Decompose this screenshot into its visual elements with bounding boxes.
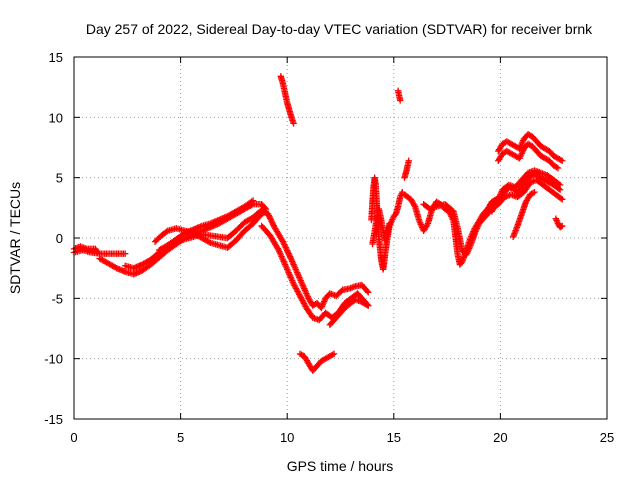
data-point-marker — [163, 242, 170, 250]
y-tick-label: -5 — [51, 291, 63, 306]
data-point-marker — [423, 221, 431, 229]
series-track-4 — [121, 197, 257, 272]
data-point-marker — [553, 164, 560, 171]
data-point-marker — [329, 351, 336, 358]
series-track-14 — [401, 157, 412, 181]
series-track-2 — [70, 243, 101, 256]
series-track-21 — [552, 215, 566, 231]
series-track-8 — [277, 73, 297, 127]
x-tick-label: 10 — [280, 430, 294, 445]
data-point-marker — [554, 164, 562, 172]
data-point-marker — [559, 222, 566, 230]
data-point-marker — [405, 157, 412, 164]
data-point-marker — [531, 188, 538, 196]
series-track-19 — [495, 140, 562, 172]
data-point-marker — [559, 157, 566, 164]
data-point-marker — [363, 287, 371, 295]
data-point-marker — [529, 189, 537, 197]
x-tick-label: 25 — [600, 430, 614, 445]
x-tick-label: 15 — [387, 430, 401, 445]
data-point-marker — [386, 220, 393, 227]
series-track-12 — [369, 205, 393, 248]
data-point-marker — [248, 198, 255, 205]
data-point-marker — [269, 219, 276, 226]
data-point-marker — [290, 120, 297, 127]
data-point-marker — [266, 215, 274, 222]
series-track-18 — [495, 131, 566, 164]
grid-layer — [74, 57, 607, 419]
data-point-marker — [365, 302, 372, 309]
data-point-marker — [249, 197, 257, 204]
y-tick-label: -10 — [44, 352, 63, 367]
y-tick-label: 5 — [56, 171, 63, 186]
series-track-17 — [488, 167, 564, 215]
data-point-marker — [267, 216, 275, 223]
data-point-marker — [365, 289, 372, 296]
data-point-marker — [363, 301, 371, 309]
chart-title: Day 257 of 2022, Sidereal Day-to-day VTE… — [86, 21, 593, 37]
data-marks — [70, 73, 566, 374]
data-point-marker — [93, 248, 100, 255]
series-track-9 — [296, 350, 338, 374]
data-point-marker — [264, 210, 272, 218]
data-point-marker — [330, 350, 338, 358]
series-track-20 — [509, 188, 538, 240]
x-tick-label: 0 — [70, 430, 77, 445]
y-tick-label: 15 — [49, 50, 63, 65]
data-point-marker — [269, 220, 277, 228]
x-axis-label: GPS time / hours — [287, 458, 394, 474]
data-point-marker — [557, 156, 565, 164]
data-point-marker — [266, 213, 273, 221]
axes: 0 5 10 15 20 25 -15 -10 -5 0 5 10 15 — [44, 50, 614, 445]
y-tick-label: -15 — [44, 412, 63, 427]
y-axis-label: SDTVAR / TECUs — [7, 182, 23, 294]
data-point-marker — [205, 238, 213, 246]
data-point-marker — [555, 180, 563, 188]
y-tick-label: 10 — [49, 110, 63, 125]
data-point-marker — [121, 250, 129, 257]
data-point-marker — [396, 97, 404, 104]
x-tick-label: 20 — [493, 430, 507, 445]
series-track-10 — [326, 296, 372, 329]
data-point-marker — [94, 249, 101, 256]
series-track-13 — [394, 87, 404, 104]
data-point-marker — [557, 195, 565, 202]
data-point-marker — [112, 264, 119, 271]
series-track-16 — [420, 176, 566, 259]
data-point-marker — [556, 181, 564, 189]
data-point-marker — [268, 218, 275, 225]
data-point-marker — [163, 228, 170, 235]
data-point-marker — [411, 201, 418, 209]
x-tick-label: 5 — [177, 430, 184, 445]
y-tick-label: 0 — [56, 231, 63, 246]
plot-frame — [73, 56, 608, 420]
data-point-marker — [265, 212, 272, 219]
data-point-marker — [559, 196, 566, 203]
series-track-6 — [156, 207, 372, 312]
